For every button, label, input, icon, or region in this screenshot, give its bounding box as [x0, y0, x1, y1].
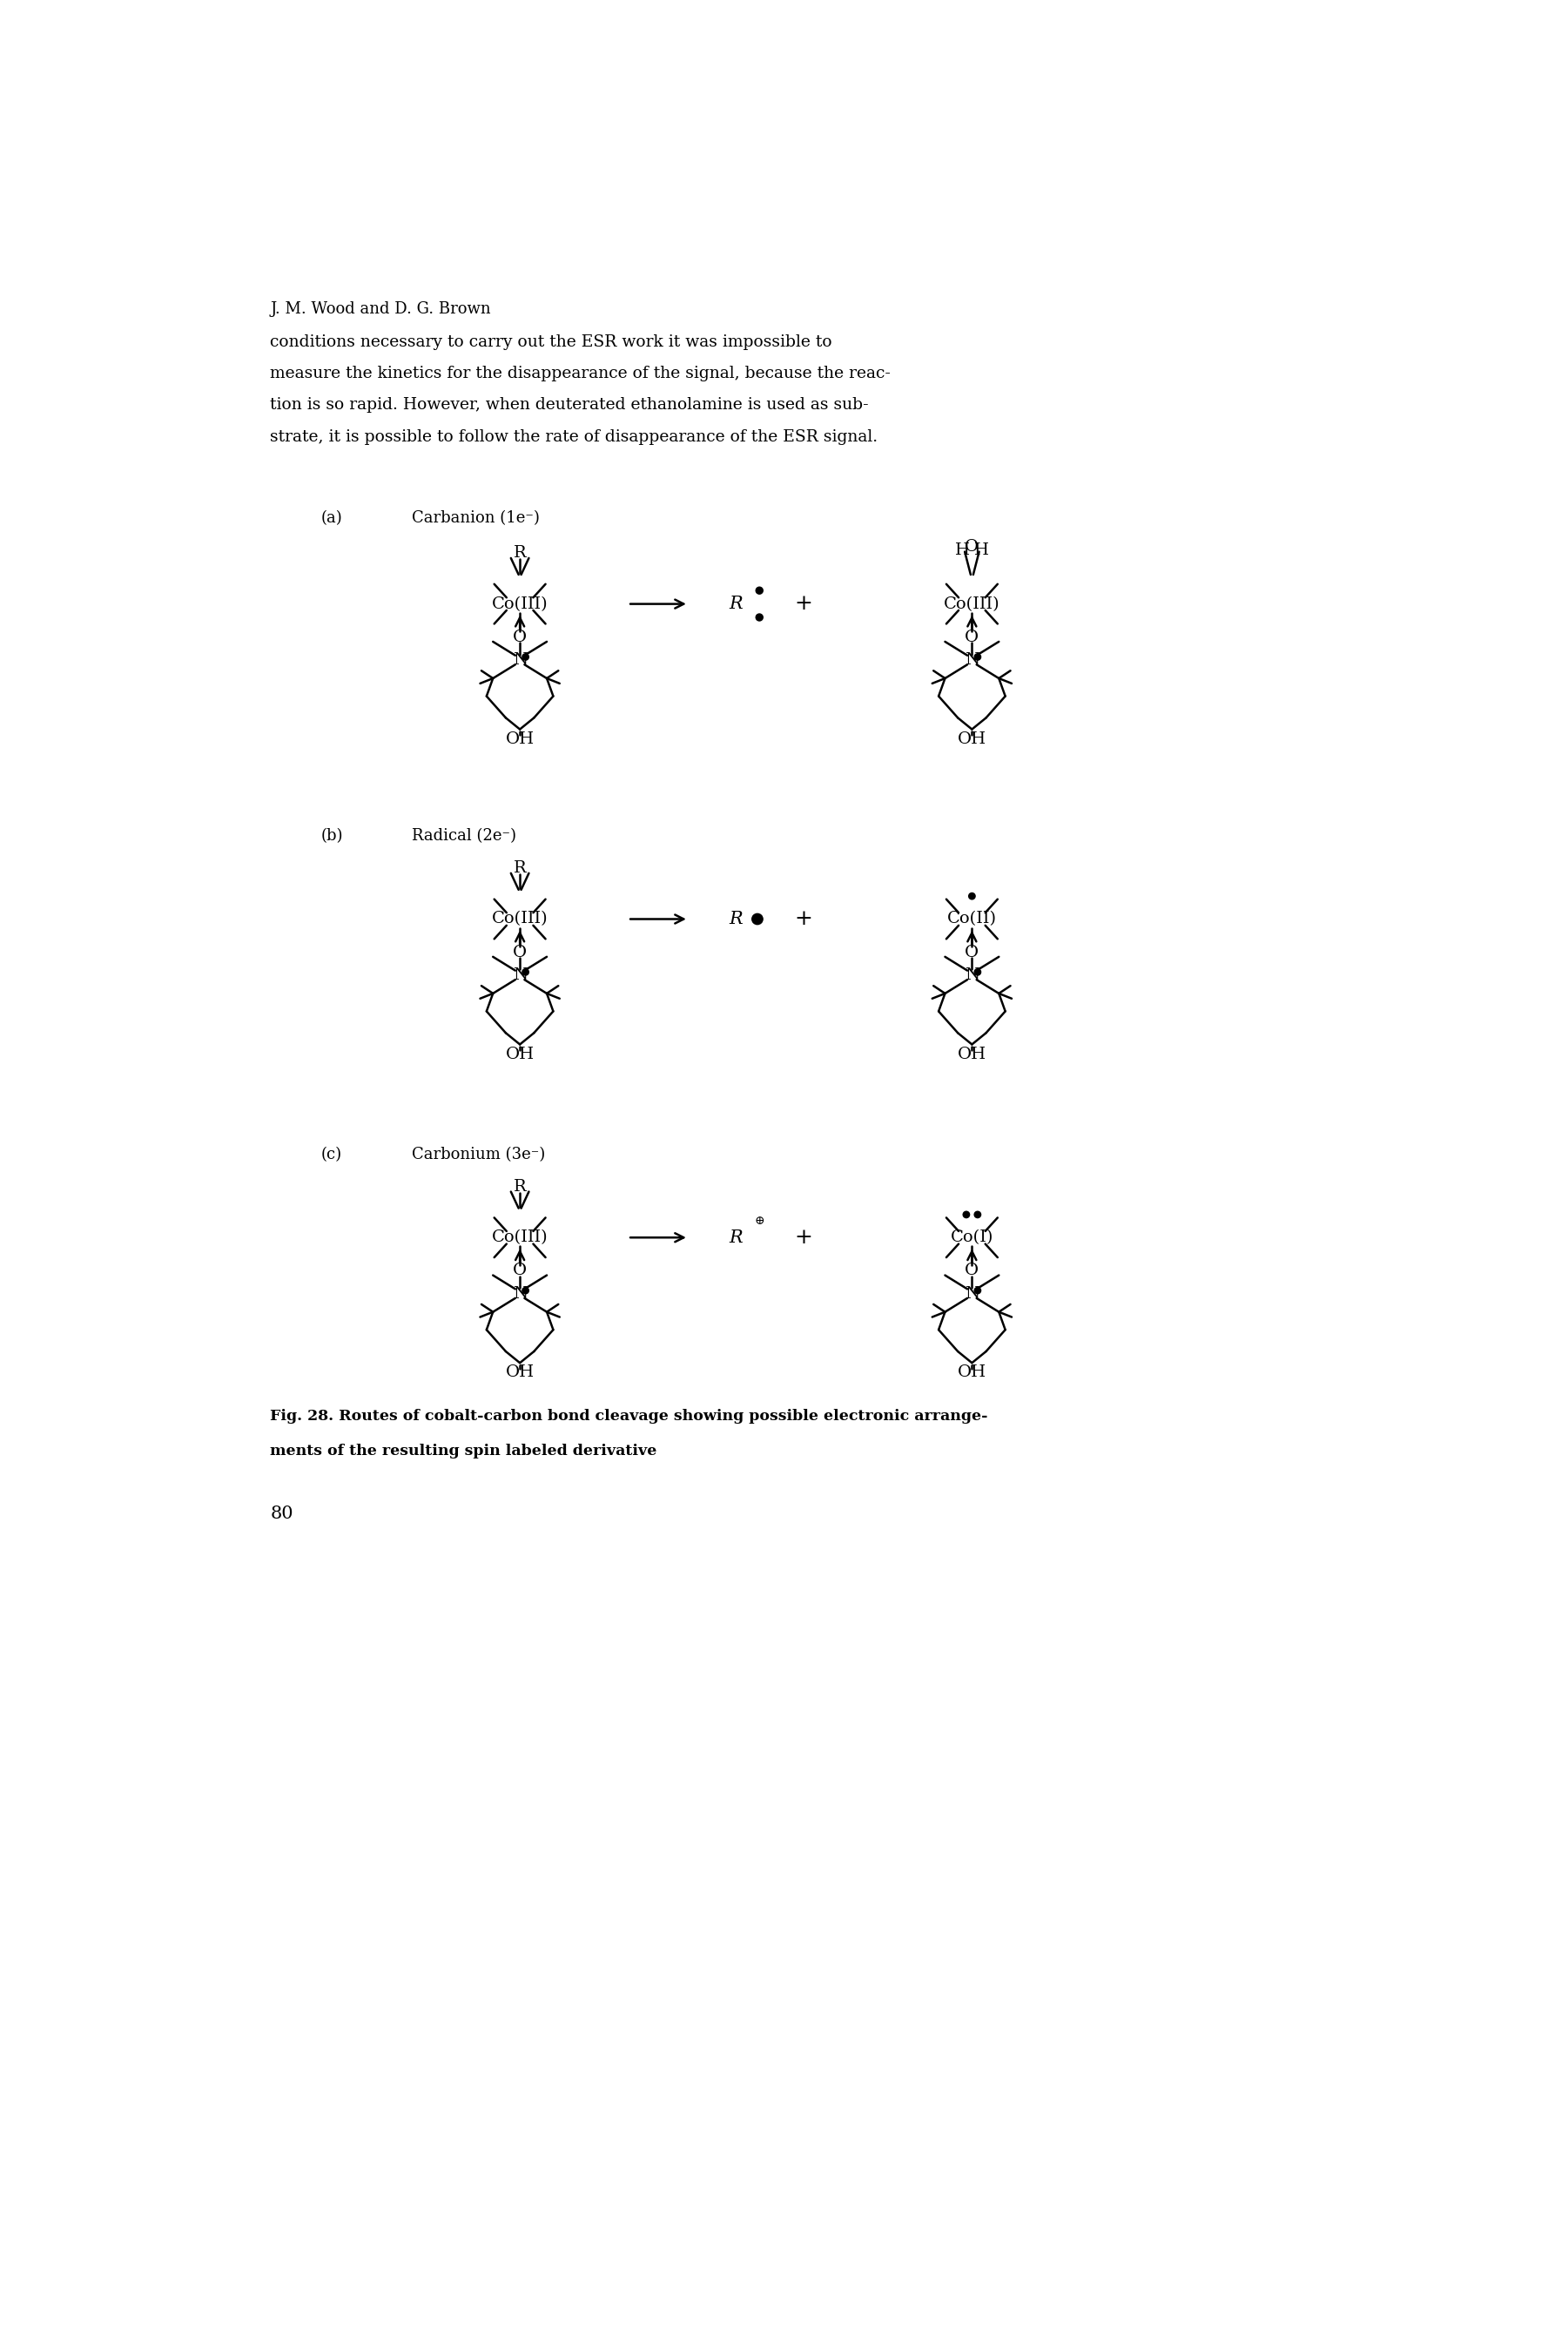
Text: OH: OH — [958, 1046, 986, 1063]
Text: N: N — [513, 1286, 527, 1302]
Text: Carbanion (1e⁻): Carbanion (1e⁻) — [412, 510, 539, 527]
Text: +: + — [793, 1227, 812, 1248]
Text: (b): (b) — [321, 828, 343, 844]
Text: +: + — [793, 595, 812, 614]
Text: OH: OH — [958, 1364, 986, 1380]
Text: OH: OH — [505, 1046, 535, 1063]
Text: R: R — [513, 545, 527, 562]
Circle shape — [756, 614, 764, 621]
Circle shape — [974, 654, 982, 661]
Text: O: O — [964, 1262, 978, 1279]
Text: conditions necessary to carry out the ESR work it was impossible to: conditions necessary to carry out the ES… — [270, 334, 833, 350]
Circle shape — [969, 893, 975, 900]
Text: R: R — [729, 595, 743, 611]
Circle shape — [756, 588, 764, 595]
Text: OH: OH — [505, 731, 535, 748]
Text: (a): (a) — [321, 510, 342, 527]
Text: N: N — [513, 966, 527, 983]
Text: O: O — [513, 1262, 527, 1279]
Text: +: + — [793, 910, 812, 929]
Circle shape — [522, 969, 528, 976]
Circle shape — [963, 1211, 969, 1218]
Text: OH: OH — [505, 1364, 535, 1380]
Text: strate, it is possible to follow the rate of disappearance of the ESR signal.: strate, it is possible to follow the rat… — [270, 428, 878, 444]
Text: Radical (2e⁻): Radical (2e⁻) — [412, 828, 516, 844]
Text: Fig. 28. Routes of cobalt-carbon bond cleavage showing possible electronic arran: Fig. 28. Routes of cobalt-carbon bond cl… — [270, 1408, 988, 1422]
Text: Co(III): Co(III) — [492, 597, 547, 611]
Circle shape — [522, 1288, 528, 1293]
Text: 80: 80 — [270, 1505, 293, 1523]
Text: Co(III): Co(III) — [492, 1230, 547, 1246]
Circle shape — [974, 1288, 982, 1293]
Text: O: O — [964, 630, 978, 644]
Text: R: R — [729, 910, 743, 926]
Text: R: R — [729, 1230, 743, 1246]
Text: Co(II): Co(II) — [947, 912, 997, 926]
Text: Co(III): Co(III) — [944, 597, 1000, 611]
Text: Co(III): Co(III) — [492, 912, 547, 926]
Text: N: N — [964, 1286, 980, 1302]
Text: O: O — [964, 945, 978, 959]
Text: R: R — [513, 1178, 527, 1194]
Text: O: O — [513, 945, 527, 959]
Text: R: R — [513, 860, 527, 877]
Text: H: H — [974, 543, 989, 557]
Text: J. M. Wood and D. G. Brown: J. M. Wood and D. G. Brown — [270, 301, 491, 317]
Text: N: N — [964, 651, 980, 668]
Text: (c): (c) — [321, 1147, 342, 1164]
Circle shape — [522, 654, 528, 661]
Text: Co(I): Co(I) — [950, 1230, 994, 1246]
Text: H: H — [955, 543, 969, 557]
Text: O: O — [964, 538, 978, 555]
Text: ments of the resulting spin labeled derivative: ments of the resulting spin labeled deri… — [270, 1444, 657, 1458]
Text: OH: OH — [958, 731, 986, 748]
Text: measure the kinetics for the disappearance of the signal, because the reac-: measure the kinetics for the disappearan… — [270, 367, 891, 381]
Text: ⊕: ⊕ — [754, 1215, 765, 1227]
Text: N: N — [964, 966, 980, 983]
Circle shape — [974, 1211, 982, 1218]
Text: Carbonium (3e⁻): Carbonium (3e⁻) — [412, 1147, 546, 1164]
Text: tion is so rapid. However, when deuterated ethanolamine is used as sub-: tion is so rapid. However, when deuterat… — [270, 397, 869, 414]
Circle shape — [974, 969, 982, 976]
Circle shape — [753, 915, 762, 924]
Text: O: O — [513, 630, 527, 644]
Text: N: N — [513, 651, 527, 668]
